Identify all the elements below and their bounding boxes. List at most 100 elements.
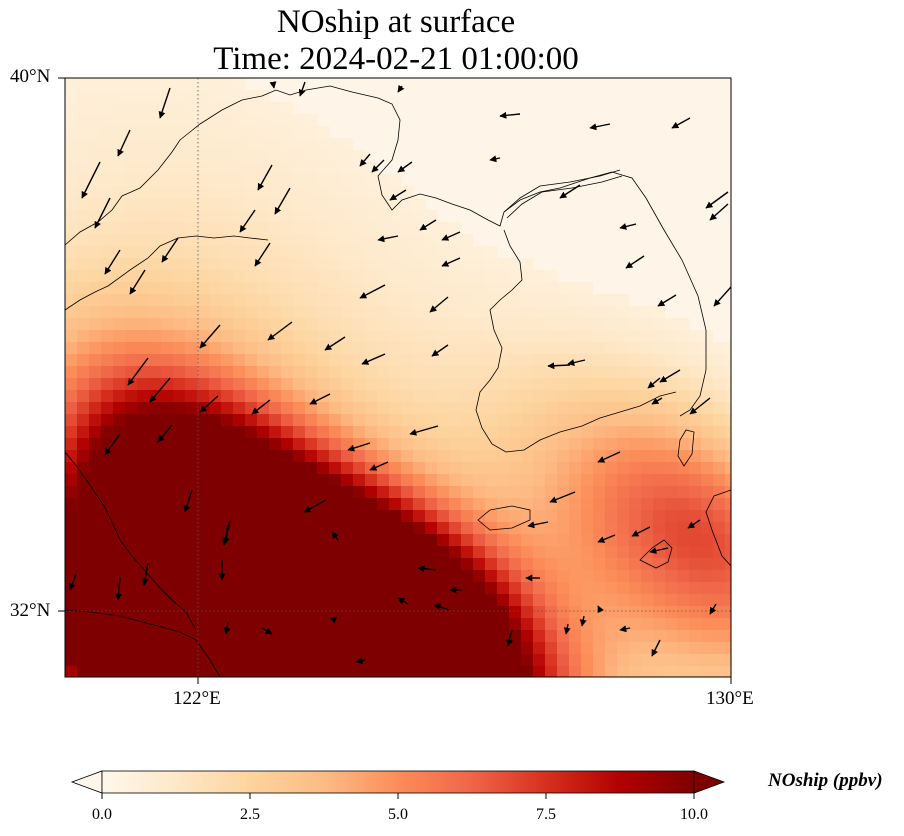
field-cell [641, 330, 654, 343]
field-cell [581, 630, 594, 643]
wind-arrow [689, 397, 711, 415]
field-cell [485, 558, 498, 571]
field-cell [425, 234, 438, 247]
field-cell [101, 402, 114, 415]
field-cell [149, 150, 162, 163]
field-cell [293, 198, 306, 211]
field-cell [269, 234, 282, 247]
field-cell [713, 354, 726, 367]
field-cell [437, 618, 450, 631]
field-cell [137, 402, 150, 415]
field-cell [89, 606, 102, 619]
field-cell [533, 642, 546, 655]
field-cell [161, 78, 174, 91]
field-cell [377, 282, 390, 295]
field-cell [173, 594, 186, 607]
field-cell [389, 546, 402, 559]
field-cell [329, 246, 342, 259]
field-cell [605, 342, 618, 355]
field-cell [461, 246, 474, 259]
field-cell [449, 474, 462, 487]
field-cell [413, 330, 426, 343]
field-cell [65, 390, 78, 403]
field-cell [365, 534, 378, 547]
field-cell [581, 330, 594, 343]
field-cell [221, 186, 234, 199]
field-cell [377, 414, 390, 427]
field-cell [725, 414, 731, 427]
field-cell [149, 486, 162, 499]
field-cell [305, 558, 318, 571]
field-cell [65, 102, 78, 115]
field-cell [533, 462, 546, 475]
field-cell [377, 330, 390, 343]
field-cell [545, 582, 558, 595]
map-title-line2: Time: 2024-02-21 01:00:00 [213, 41, 579, 77]
field-cell [605, 474, 618, 487]
field-cell [593, 510, 606, 523]
wind-arrow [589, 123, 611, 131]
field-cell [389, 426, 402, 439]
field-cell [209, 174, 222, 187]
field-cell [725, 642, 731, 655]
field-cell [389, 174, 402, 187]
field-cell [365, 426, 378, 439]
field-cell [665, 438, 678, 451]
field-cell [125, 582, 138, 595]
wind-arrow [619, 223, 637, 230]
field-cell [521, 594, 534, 607]
field-cell [161, 390, 174, 403]
field-cell [293, 594, 306, 607]
field-cell [449, 522, 462, 535]
field-cell [365, 582, 378, 595]
field-cell [293, 342, 306, 355]
field-cell [113, 186, 126, 199]
field-cell [533, 570, 546, 583]
field-cell [185, 546, 198, 559]
field-cell [293, 330, 306, 343]
field-cell [473, 450, 486, 463]
field-cell [77, 462, 90, 475]
field-cell [149, 114, 162, 127]
field-cell [233, 330, 246, 343]
field-cell [449, 486, 462, 499]
field-cell [593, 630, 606, 643]
wind-arrow [659, 369, 681, 383]
field-cell [689, 582, 702, 595]
field-cell [461, 450, 474, 463]
field-cell [197, 354, 210, 367]
field-cell [485, 402, 498, 415]
field-cell [473, 558, 486, 571]
field-cell [65, 366, 78, 379]
field-cell [605, 546, 618, 559]
field-cell [485, 246, 498, 259]
field-cell [317, 174, 330, 187]
field-cell [89, 258, 102, 271]
field-cell [329, 162, 342, 175]
field-cell [173, 426, 186, 439]
field-cell [413, 606, 426, 619]
field-cell [377, 618, 390, 631]
field-cell [233, 486, 246, 499]
field-cell [377, 210, 390, 223]
field-cell [77, 306, 90, 319]
field-cell [245, 558, 258, 571]
field-cell [593, 486, 606, 499]
field-cell [461, 258, 474, 271]
field-cell [185, 126, 198, 139]
field-cell [101, 210, 114, 223]
field-cell [701, 654, 714, 667]
field-cell [137, 510, 150, 523]
field-cell [437, 594, 450, 607]
field-cell [317, 390, 330, 403]
field-cell [137, 390, 150, 403]
field-cell [389, 534, 402, 547]
field-cell [677, 654, 690, 667]
field-cell [185, 414, 198, 427]
field-cell [77, 210, 90, 223]
field-cell [101, 438, 114, 451]
field-cell [197, 558, 210, 571]
field-cell [293, 270, 306, 283]
field-cell [653, 558, 666, 571]
field-cell [713, 366, 726, 379]
